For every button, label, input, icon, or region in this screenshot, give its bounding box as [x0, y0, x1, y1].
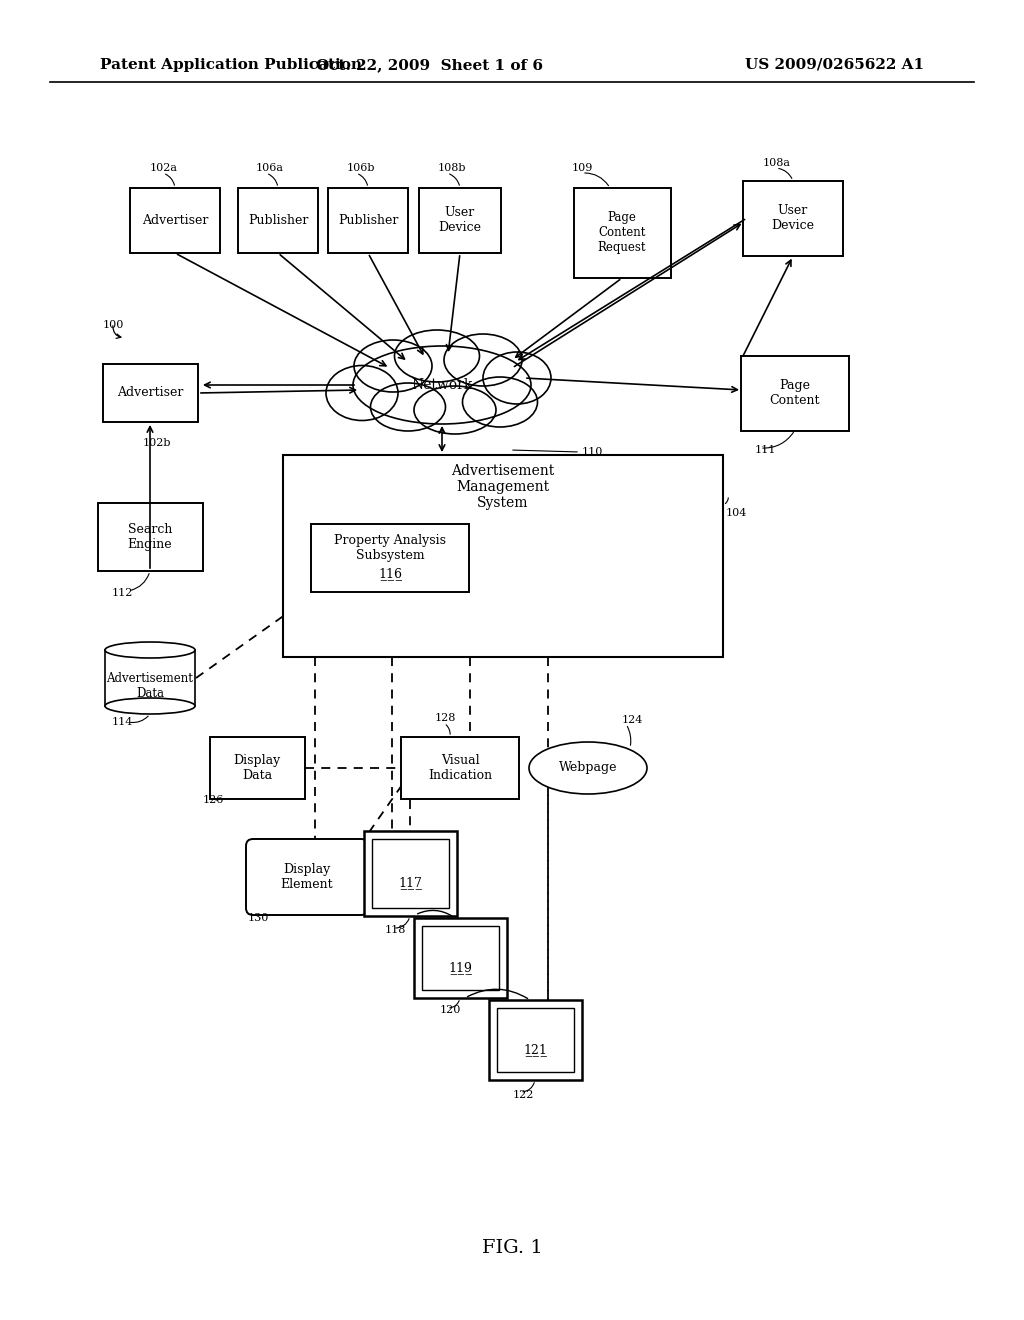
Text: 1̲1̲6̲: 1̲1̲6̲ — [378, 568, 402, 581]
Bar — [743, 181, 843, 256]
Bar — [419, 187, 501, 252]
Text: Advertisement
Management
System: Advertisement Management System — [452, 463, 555, 511]
Ellipse shape — [444, 334, 522, 385]
Text: FIG. 1: FIG. 1 — [481, 1239, 543, 1257]
Text: 124: 124 — [622, 715, 643, 725]
Bar — [97, 503, 203, 572]
Text: US 2009/0265622 A1: US 2009/0265622 A1 — [744, 58, 924, 73]
Text: Advertisement
Data: Advertisement Data — [106, 672, 194, 700]
FancyBboxPatch shape — [246, 840, 368, 915]
Bar — [497, 1008, 573, 1072]
Text: 128: 128 — [435, 713, 457, 723]
Bar — [283, 455, 723, 657]
Text: 1̲2̲1̲: 1̲2̲1̲ — [523, 1044, 547, 1056]
Ellipse shape — [371, 383, 445, 432]
Text: 120: 120 — [440, 1005, 462, 1015]
Bar — [311, 524, 469, 591]
Bar — [414, 917, 507, 998]
Bar — [210, 737, 304, 799]
Text: 100: 100 — [103, 319, 124, 330]
Text: Patent Application Publication: Patent Application Publication — [100, 58, 362, 73]
Text: 126: 126 — [203, 795, 224, 805]
Bar — [372, 838, 449, 908]
Text: Webpage: Webpage — [559, 762, 617, 775]
Ellipse shape — [326, 366, 398, 421]
Text: Visual
Indication: Visual Indication — [428, 754, 493, 781]
Bar — [401, 737, 519, 799]
Text: 102b: 102b — [143, 438, 171, 447]
Text: 110: 110 — [582, 447, 603, 457]
Text: 106a: 106a — [256, 162, 284, 173]
Text: User
Device: User Device — [771, 205, 814, 232]
Bar — [105, 649, 195, 706]
Text: Publisher: Publisher — [338, 214, 398, 227]
Text: Network: Network — [412, 378, 473, 392]
Ellipse shape — [353, 346, 531, 424]
Ellipse shape — [105, 642, 195, 657]
Text: 118: 118 — [385, 925, 407, 935]
Text: 111: 111 — [755, 445, 776, 455]
Text: Page
Content
Request: Page Content Request — [598, 211, 646, 255]
Text: User
Device: User Device — [438, 206, 481, 234]
Bar — [238, 187, 318, 252]
Text: Display
Data: Display Data — [233, 754, 281, 781]
Ellipse shape — [354, 341, 432, 392]
Text: 109: 109 — [572, 162, 593, 173]
Ellipse shape — [394, 330, 479, 381]
Text: Property Analysis
Subsystem: Property Analysis Subsystem — [334, 535, 446, 562]
Text: 130: 130 — [248, 913, 269, 923]
Text: 108a: 108a — [763, 158, 791, 168]
Text: Search
Engine: Search Engine — [128, 523, 172, 550]
Bar — [102, 364, 198, 422]
Ellipse shape — [529, 742, 647, 795]
Text: Publisher: Publisher — [248, 214, 308, 227]
Text: 108b: 108b — [438, 162, 467, 173]
Bar — [741, 355, 849, 430]
Bar — [364, 830, 457, 916]
Text: 1̲1̲9̲: 1̲1̲9̲ — [449, 961, 472, 974]
Bar — [130, 187, 220, 252]
Bar — [422, 927, 499, 990]
Text: 112: 112 — [112, 587, 133, 598]
Text: Advertiser: Advertiser — [141, 214, 208, 227]
Ellipse shape — [105, 698, 195, 714]
Text: Advertiser: Advertiser — [117, 387, 183, 400]
Text: 114: 114 — [112, 717, 133, 727]
Text: Display
Element: Display Element — [281, 863, 334, 891]
Text: Page
Content: Page Content — [770, 379, 820, 407]
Text: Oct. 22, 2009  Sheet 1 of 6: Oct. 22, 2009 Sheet 1 of 6 — [316, 58, 544, 73]
Text: 122: 122 — [513, 1090, 535, 1100]
Bar — [573, 187, 671, 279]
Text: 1̲1̲7̲: 1̲1̲7̲ — [398, 876, 422, 890]
Ellipse shape — [483, 352, 551, 404]
Text: 102a: 102a — [150, 162, 178, 173]
Bar — [488, 1001, 582, 1080]
Text: 106b: 106b — [347, 162, 376, 173]
Ellipse shape — [463, 378, 538, 426]
Bar — [328, 187, 408, 252]
Ellipse shape — [414, 385, 496, 434]
Text: 104: 104 — [726, 508, 748, 517]
